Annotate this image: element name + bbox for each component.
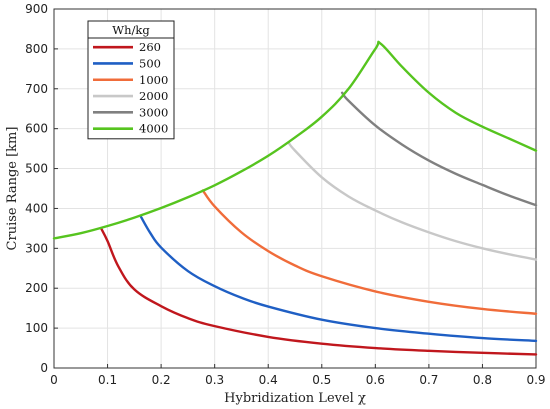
x-tick-label: 0 [50, 373, 58, 387]
y-tick-label: 800 [25, 42, 48, 56]
legend-label-3000: 3000 [139, 105, 168, 119]
y-tick-label: 700 [25, 82, 48, 96]
x-tick-label: 0.9 [526, 373, 545, 387]
legend-label-1000: 1000 [139, 73, 168, 87]
legend-items: 260 500 1000 2000 3000 4000 [93, 40, 168, 136]
axis-ticks: 0 0.1 0.2 0.3 0.4 0.5 0.6 0.7 0.8 0.9 0 100 200 300 40… [25, 2, 545, 387]
x-axis-label: Hybridization Level χ [224, 391, 366, 406]
x-tick-label: 0.8 [473, 373, 492, 387]
x-tick-label: 0.1 [98, 373, 117, 387]
y-tick-label: 500 [25, 162, 48, 176]
y-tick-label: 300 [25, 241, 48, 255]
legend-label-260: 260 [139, 40, 161, 54]
y-tick-label: 100 [25, 321, 48, 335]
y-tick-label: 0 [40, 361, 48, 375]
series-lines [52, 40, 538, 356]
legend: Wh/kg 260 500 1000 2000 3000 4000 [87, 20, 175, 140]
x-tick-label: 0.6 [366, 373, 385, 387]
x-tick-label: 0.5 [312, 373, 331, 387]
legend-title: Wh/kg [112, 23, 150, 37]
y-tick-label: 200 [25, 281, 48, 295]
legend-label-4000: 4000 [139, 122, 168, 136]
x-tick-label: 0.3 [205, 373, 224, 387]
x-tick-label: 0.7 [419, 373, 438, 387]
series-line-4000 [52, 40, 538, 240]
series-line-3000 [340, 91, 538, 207]
series-line-2000 [287, 141, 538, 261]
x-tick-label: 0.4 [259, 373, 278, 387]
series-line-500 [139, 215, 538, 343]
y-axis-label: Cruise Range [km] [5, 127, 20, 251]
series-line-1000 [201, 189, 538, 315]
y-tick-label: 400 [25, 201, 48, 215]
x-tick-label: 0.2 [152, 373, 171, 387]
legend-label-500: 500 [139, 56, 161, 70]
y-tick-label: 600 [25, 122, 48, 136]
legend-label-2000: 2000 [139, 89, 168, 103]
series-line-260 [99, 227, 538, 356]
plot-frame [53, 8, 537, 369]
y-tick-label: 900 [25, 2, 48, 16]
